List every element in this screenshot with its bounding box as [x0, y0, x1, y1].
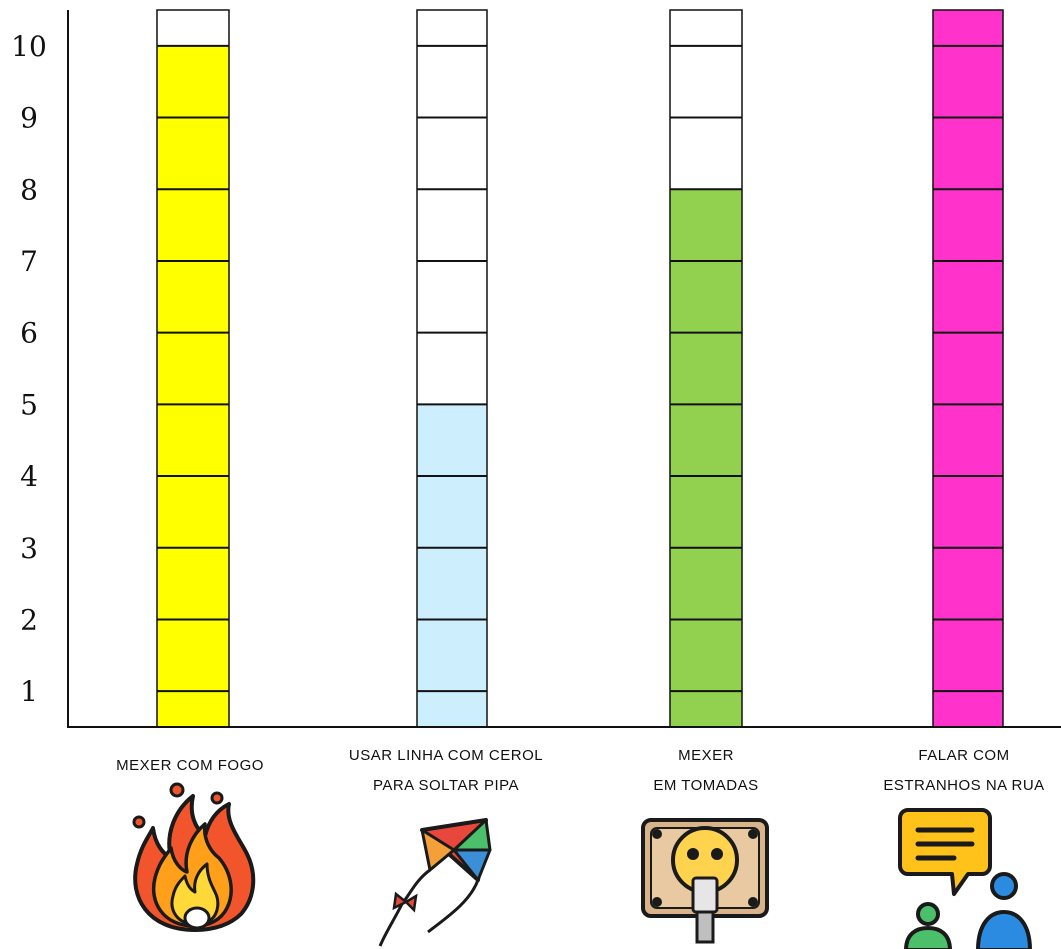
- y-tick-label: 3: [20, 532, 38, 565]
- y-tick-label: 2: [20, 603, 38, 636]
- category-label: MEXER COM FOGO: [116, 757, 264, 774]
- y-tick-label: 1: [20, 675, 38, 708]
- category-labels: MEXER COM FOGO USAR LINHA COM CEROL PARA S…: [116, 747, 1044, 794]
- bar: [157, 45, 229, 728]
- y-tick-label: 8: [20, 173, 38, 206]
- category-label: FALAR COM: [918, 747, 1009, 764]
- bar: [670, 189, 742, 727]
- bar-column-4: [932, 9, 1004, 728]
- bar-column-1: [156, 9, 230, 728]
- category-label: ESTRANHOS NA RUA: [883, 777, 1044, 794]
- bar-column-2: [416, 9, 488, 728]
- stranger-chat-icon: [898, 808, 1032, 949]
- y-tick-label: 9: [20, 102, 38, 135]
- y-tick-labels: 1 2 3 4 5 6 7 8 9 10: [11, 30, 47, 708]
- electric-outlet-plug-icon: [641, 818, 769, 944]
- bar: [417, 404, 487, 727]
- y-tick-label: 5: [20, 388, 38, 421]
- kite-icon: [378, 818, 492, 947]
- bar-column-3: [669, 9, 743, 728]
- category-label: MEXER: [678, 747, 734, 764]
- category-label: USAR LINHA COM CEROL: [349, 747, 543, 764]
- category-label: EM TOMADAS: [653, 777, 758, 794]
- category-label: PARA SOLTAR PIPA: [373, 777, 519, 794]
- bars-group: [156, 9, 1004, 728]
- fire-icon: [132, 782, 256, 932]
- bar: [933, 10, 1003, 727]
- y-tick-label: 10: [11, 30, 47, 63]
- y-tick-label: 4: [20, 460, 38, 493]
- y-tick-label: 6: [20, 317, 38, 350]
- y-tick-label: 7: [20, 245, 38, 278]
